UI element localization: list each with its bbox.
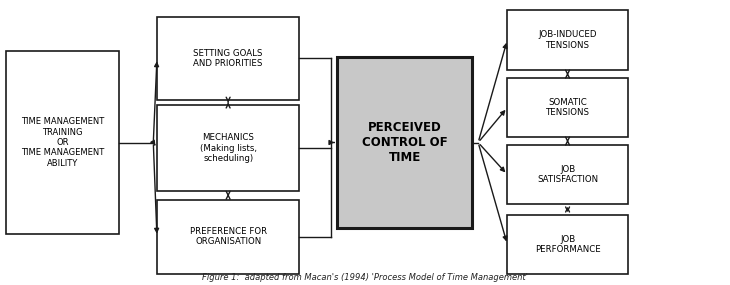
FancyBboxPatch shape (6, 51, 119, 234)
FancyBboxPatch shape (507, 145, 628, 204)
Text: TIME MANAGEMENT
TRAINING
OR
TIME MANAGEMENT
ABILITY: TIME MANAGEMENT TRAINING OR TIME MANAGEM… (20, 117, 104, 168)
Text: SOMATIC
TENSIONS: SOMATIC TENSIONS (545, 98, 590, 117)
FancyBboxPatch shape (507, 215, 628, 274)
Text: JOB
SATISFACTION: JOB SATISFACTION (537, 165, 598, 184)
Text: Figure 1:  adapted from Macan's (1994) 'Process Model of Time Management': Figure 1: adapted from Macan's (1994) 'P… (202, 273, 528, 282)
Text: JOB-INDUCED
TENSIONS: JOB-INDUCED TENSIONS (538, 30, 597, 50)
Text: JOB
PERFORMANCE: JOB PERFORMANCE (534, 235, 601, 254)
FancyBboxPatch shape (157, 105, 299, 191)
FancyBboxPatch shape (157, 17, 299, 100)
Text: SETTING GOALS
AND PRIORITIES: SETTING GOALS AND PRIORITIES (193, 49, 263, 68)
FancyBboxPatch shape (507, 10, 628, 70)
Text: PREFERENCE FOR
ORGANISATION: PREFERENCE FOR ORGANISATION (190, 227, 266, 246)
FancyBboxPatch shape (337, 57, 472, 228)
FancyBboxPatch shape (507, 78, 628, 137)
Text: MECHANICS
(Making lists,
scheduling): MECHANICS (Making lists, scheduling) (199, 133, 257, 163)
FancyBboxPatch shape (157, 200, 299, 274)
Text: PERCEIVED
CONTROL OF
TIME: PERCEIVED CONTROL OF TIME (362, 121, 447, 164)
